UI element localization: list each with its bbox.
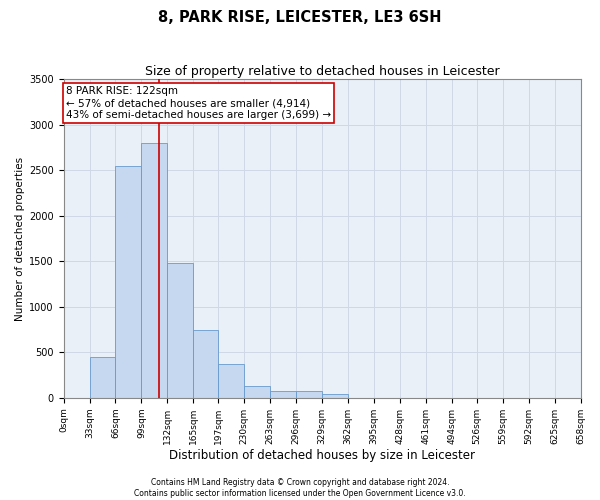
X-axis label: Distribution of detached houses by size in Leicester: Distribution of detached houses by size … [169, 450, 475, 462]
Title: Size of property relative to detached houses in Leicester: Size of property relative to detached ho… [145, 65, 499, 78]
Y-axis label: Number of detached properties: Number of detached properties [15, 156, 25, 320]
Bar [244, 386, 270, 398]
Bar [322, 394, 348, 398]
Text: 8, PARK RISE, LEICESTER, LE3 6SH: 8, PARK RISE, LEICESTER, LE3 6SH [158, 10, 442, 25]
Text: Contains HM Land Registry data © Crown copyright and database right 2024.
Contai: Contains HM Land Registry data © Crown c… [134, 478, 466, 498]
Bar [218, 364, 244, 398]
Bar [142, 143, 167, 398]
Bar [270, 391, 296, 398]
Text: 8 PARK RISE: 122sqm
← 57% of detached houses are smaller (4,914)
43% of semi-det: 8 PARK RISE: 122sqm ← 57% of detached ho… [66, 86, 331, 120]
Bar [193, 330, 218, 398]
Bar [296, 391, 322, 398]
Bar [89, 357, 115, 398]
Bar [115, 166, 142, 398]
Bar [167, 263, 193, 398]
